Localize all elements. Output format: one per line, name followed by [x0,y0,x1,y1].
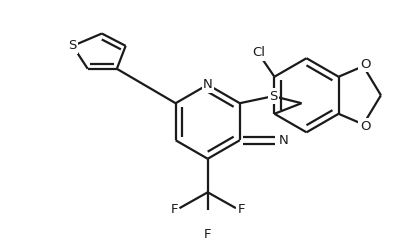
Text: O: O [360,58,370,71]
Text: F: F [238,203,245,216]
Text: F: F [204,228,211,238]
Text: N: N [279,134,289,147]
Text: S: S [269,90,277,103]
Text: Cl: Cl [252,46,265,60]
Text: F: F [171,203,178,216]
Text: O: O [360,120,370,133]
Text: S: S [69,39,77,52]
Text: N: N [203,78,212,91]
